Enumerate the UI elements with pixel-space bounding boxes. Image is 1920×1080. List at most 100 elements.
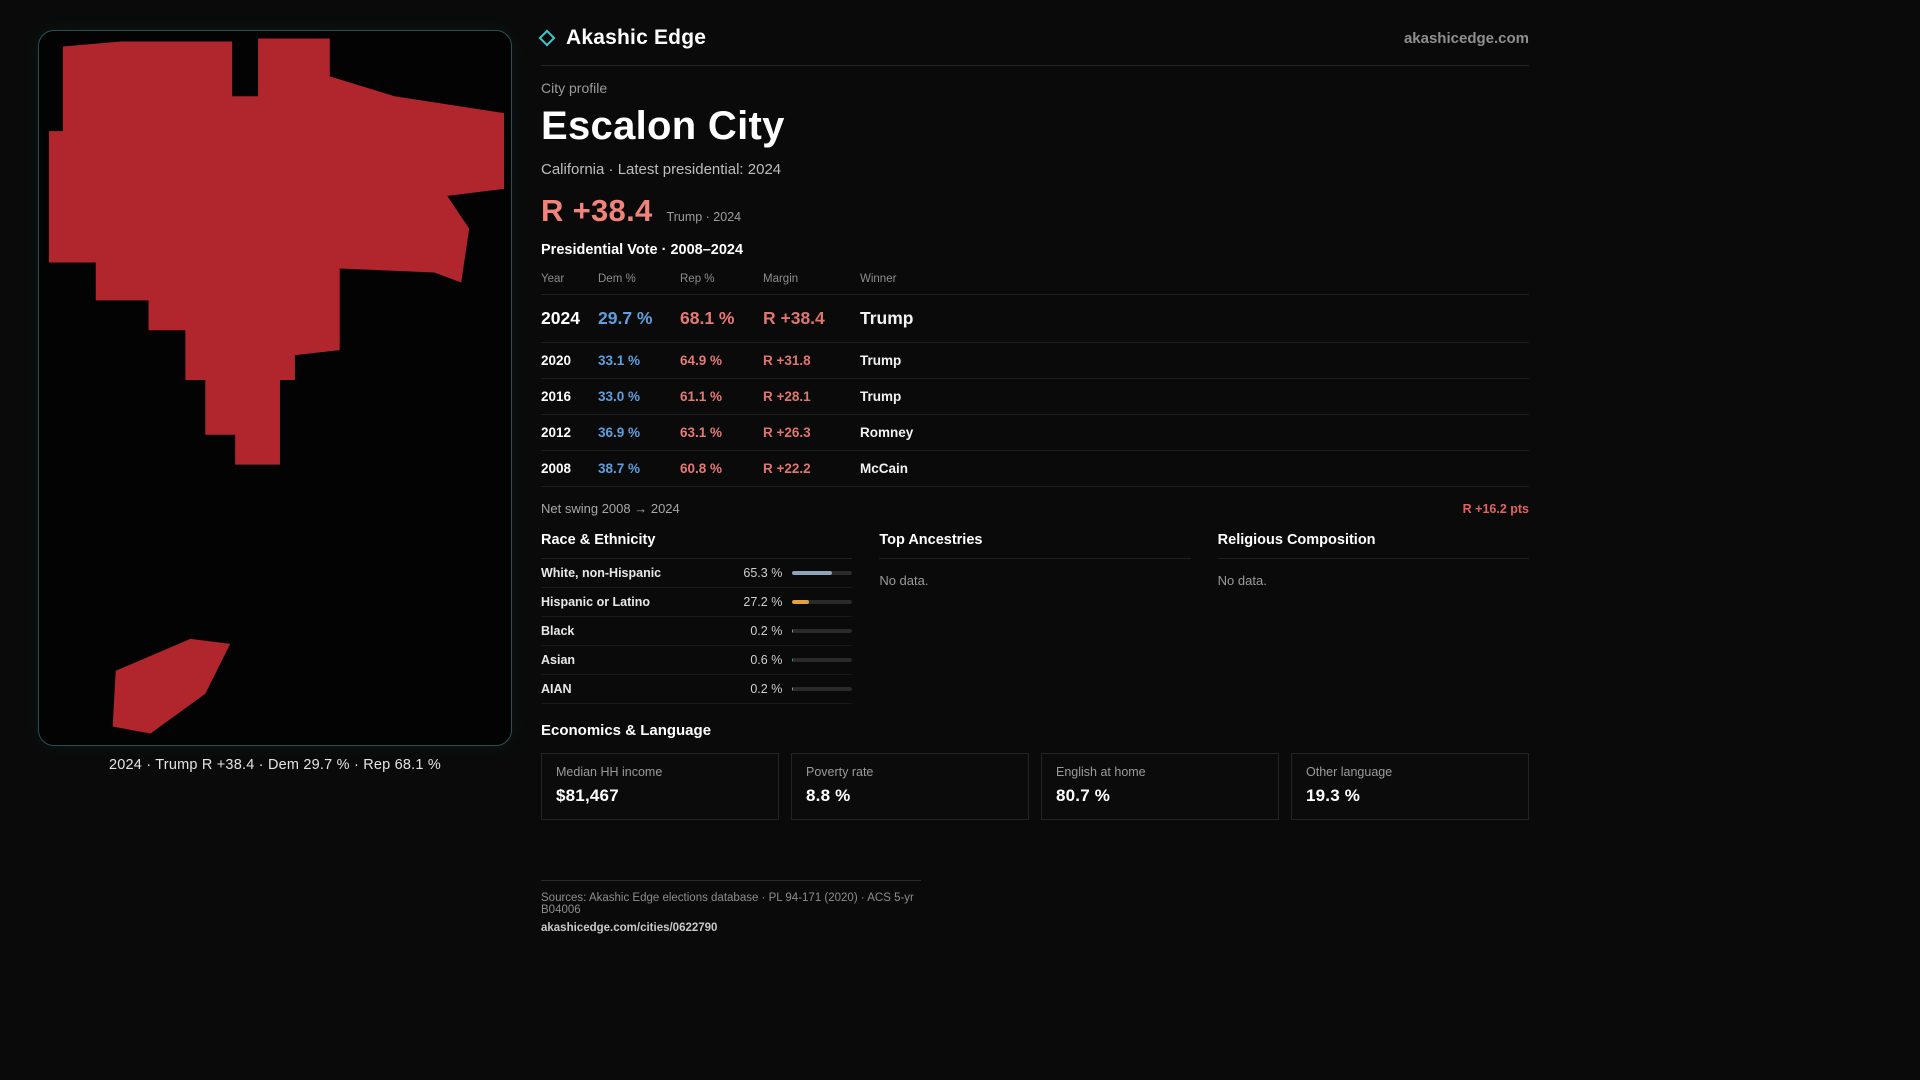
race-value: 0.2 %	[750, 682, 783, 696]
city-map	[48, 38, 505, 734]
brand[interactable]: Akashic Edge	[538, 26, 707, 50]
economics-title: Economics & Language	[541, 722, 712, 739]
race-bar-fill	[792, 571, 832, 575]
race-bar	[792, 600, 853, 604]
demographics-columns: Race & Ethnicity White, non-Hispanic 65.…	[541, 532, 1529, 704]
religion-empty: No data.	[1217, 573, 1267, 588]
vote-table: Year Dem % Rep % Margin Winner 2024 29.7…	[541, 267, 1529, 487]
religion-section: Religious Composition No data.	[1217, 532, 1529, 704]
vote-dem: 36.9 %	[598, 425, 641, 440]
race-label: Black	[541, 624, 575, 638]
race-label: AIAN	[541, 682, 572, 696]
headline-note: Trump · 2024	[666, 210, 742, 224]
vote-row-2024: 2024 29.7 % 68.1 % R +38.4 Trump	[541, 295, 1529, 343]
net-swing-label: Net swing 2008 → 2024	[541, 501, 680, 516]
kicker: City profile	[541, 80, 608, 96]
race-row: White, non-Hispanic 65.3 %	[541, 559, 853, 588]
vote-winner: Trump	[860, 353, 902, 368]
vote-dem: 33.1 %	[598, 353, 641, 368]
vote-rep: 61.1 %	[680, 389, 723, 404]
vote-margin: R +38.4	[763, 308, 825, 328]
stat-label: Median HH income	[556, 765, 663, 779]
race-row: Asian 0.6 %	[541, 646, 853, 675]
net-swing-row: Net swing 2008 → 2024 R +16.2 pts	[541, 501, 1529, 516]
vote-row-2020: 2020 33.1 % 64.9 % R +31.8 Trump	[541, 343, 1529, 379]
vote-table-title: Presidential Vote · 2008–2024	[541, 242, 744, 258]
vote-rep: 64.9 %	[680, 353, 723, 368]
col-margin: Margin	[763, 273, 799, 285]
city-boundary-shape	[48, 38, 505, 465]
race-value: 65.3 %	[743, 566, 783, 580]
stat-label: English at home	[1056, 765, 1146, 779]
religion-title: Religious Composition	[1217, 532, 1529, 559]
vote-row-2016: 2016 33.0 % 61.1 % R +28.1 Trump	[541, 379, 1529, 415]
vote-margin: R +31.8	[763, 353, 811, 368]
vote-dem: 38.7 %	[598, 461, 641, 476]
vote-winner: Trump	[860, 308, 914, 328]
vote-table-header: Year Dem % Rep % Margin Winner	[541, 267, 1529, 295]
vote-margin: R +26.3	[763, 425, 811, 440]
site-link[interactable]: akashicedge.com	[1403, 29, 1529, 47]
city-boundary-shape-secondary	[112, 638, 231, 734]
vote-winner: Romney	[860, 425, 914, 440]
race-label: Hispanic or Latino	[541, 595, 651, 609]
vote-dem: 33.0 %	[598, 389, 641, 404]
stat-value: 80.7 %	[1056, 786, 1111, 805]
race-value: 0.2 %	[750, 624, 783, 638]
page-subtitle: California · Latest presidential: 2024	[541, 161, 782, 178]
race-bar	[792, 629, 853, 633]
ancestries-section: Top Ancestries No data.	[879, 532, 1191, 704]
stat-median-income: Median HH income $81,467	[541, 753, 779, 820]
map-caption: 2024 · Trump R +38.4 · Dem 29.7 % · Rep …	[109, 757, 441, 773]
map-panel	[38, 30, 512, 746]
vote-rep: 63.1 %	[680, 425, 723, 440]
vote-row-2008: 2008 38.7 % 60.8 % R +22.2 McCain	[541, 451, 1529, 487]
headline-margin: R +38.4	[541, 193, 653, 228]
economics-stats: Median HH income $81,467 Poverty rate 8.…	[541, 753, 1529, 820]
vote-dem: 29.7 %	[598, 308, 653, 328]
stat-label: Poverty rate	[806, 765, 874, 779]
stat-value: 8.8 %	[806, 786, 851, 805]
race-row: AIAN 0.2 %	[541, 675, 853, 704]
stat-poverty-rate: Poverty rate 8.8 %	[791, 753, 1029, 820]
stat-english-at-home: English at home 80.7 %	[1041, 753, 1279, 820]
ancestries-title: Top Ancestries	[879, 532, 1191, 559]
vote-year: 2024	[541, 308, 580, 328]
race-label: Asian	[541, 653, 576, 667]
vote-margin: R +28.1	[763, 389, 811, 404]
vote-winner: Trump	[860, 389, 902, 404]
race-label: White, non-Hispanic	[541, 566, 662, 580]
brand-name: Akashic Edge	[566, 26, 707, 49]
race-bar	[792, 658, 853, 662]
col-dem: Dem %	[598, 273, 636, 285]
race-row: Hispanic or Latino 27.2 %	[541, 588, 853, 617]
vote-rep: 68.1 %	[680, 308, 735, 328]
col-winner: Winner	[860, 273, 897, 285]
page-title: Escalon City	[541, 104, 785, 148]
stat-value: 19.3 %	[1306, 786, 1361, 805]
col-rep: Rep %	[680, 273, 715, 285]
stat-label: Other language	[1306, 765, 1393, 779]
stat-value: $81,467	[556, 786, 619, 805]
col-year: Year	[541, 273, 565, 285]
page-footer: Sources: Akashic Edge elections database…	[541, 880, 921, 934]
vote-year: 2012	[541, 425, 572, 440]
net-swing-value: R +16.2 pts	[1462, 502, 1529, 516]
brand-diamond-icon	[538, 29, 556, 47]
race-ethnicity-title: Race & Ethnicity	[541, 532, 853, 559]
race-bar	[792, 571, 853, 575]
vote-rep: 60.8 %	[680, 461, 723, 476]
ancestries-empty: No data.	[879, 573, 929, 588]
race-row: Black 0.2 %	[541, 617, 853, 646]
city-profile-content: Akashic Edge akashicedge.com City profil…	[538, 26, 1529, 934]
vote-year: 2020	[541, 353, 572, 368]
race-bar-fill	[792, 600, 809, 604]
headline-result: R +38.4 Trump · 2024	[541, 193, 1529, 229]
vote-year: 2008	[541, 461, 572, 476]
sources-text: Sources: Akashic Edge elections database…	[541, 892, 914, 916]
race-ethnicity-section: Race & Ethnicity White, non-Hispanic 65.…	[541, 532, 853, 704]
race-value: 27.2 %	[743, 595, 783, 609]
permalink[interactable]: akashicedge.com/cities/0622790	[541, 922, 718, 934]
race-bar	[792, 687, 853, 691]
page-header: Akashic Edge akashicedge.com	[538, 26, 1529, 66]
